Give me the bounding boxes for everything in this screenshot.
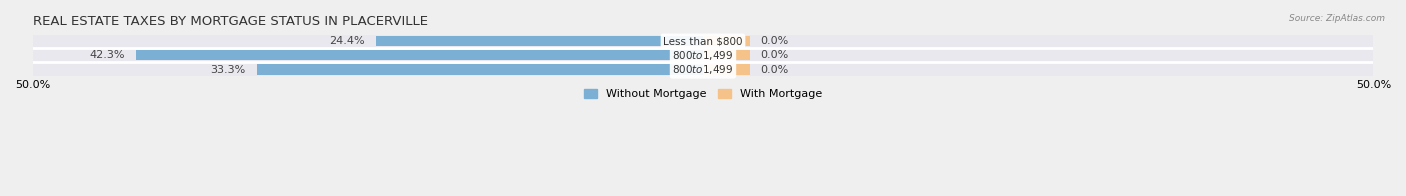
Text: 24.4%: 24.4% <box>329 36 366 46</box>
Bar <box>32 35 1374 47</box>
Text: Less than $800: Less than $800 <box>664 36 742 46</box>
Bar <box>703 64 749 75</box>
Text: Source: ZipAtlas.com: Source: ZipAtlas.com <box>1289 14 1385 23</box>
Text: REAL ESTATE TAXES BY MORTGAGE STATUS IN PLACERVILLE: REAL ESTATE TAXES BY MORTGAGE STATUS IN … <box>32 15 427 28</box>
Legend: Without Mortgage, With Mortgage: Without Mortgage, With Mortgage <box>583 89 823 99</box>
Bar <box>32 63 1374 76</box>
Text: 33.3%: 33.3% <box>211 64 246 74</box>
Text: 0.0%: 0.0% <box>761 36 789 46</box>
Text: 0.0%: 0.0% <box>761 50 789 60</box>
Text: $800 to $1,499: $800 to $1,499 <box>672 49 734 62</box>
Bar <box>703 50 749 60</box>
Text: 0.0%: 0.0% <box>761 64 789 74</box>
Bar <box>375 36 703 46</box>
Bar <box>32 49 1374 62</box>
Bar <box>703 36 749 46</box>
Text: 42.3%: 42.3% <box>90 50 125 60</box>
Text: $800 to $1,499: $800 to $1,499 <box>672 63 734 76</box>
Bar <box>256 64 703 75</box>
Bar <box>136 50 703 60</box>
